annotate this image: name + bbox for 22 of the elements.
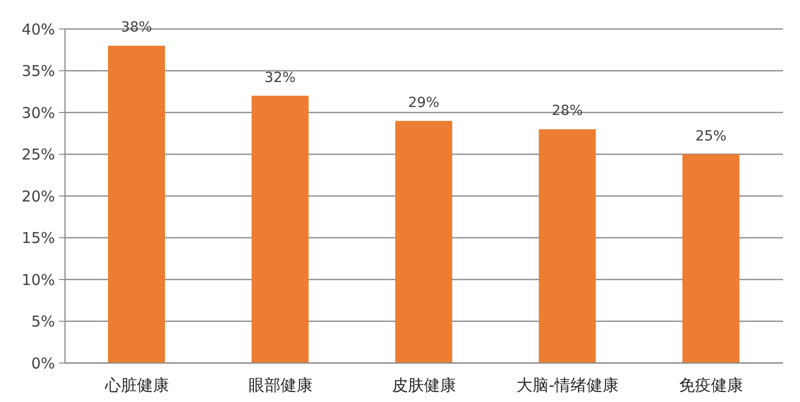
bar (538, 129, 596, 363)
y-tick-label: 20% (22, 187, 55, 206)
y-tick-label: 15% (22, 229, 55, 248)
bar (108, 46, 165, 363)
x-tick-label: 皮肤健康 (392, 375, 456, 394)
y-tick-label: 40% (22, 20, 55, 38)
x-tick-label: 大脑-情绪健康 (516, 375, 618, 394)
x-tick-label: 免疫健康 (679, 375, 744, 394)
x-tick-label: 眼部健康 (248, 375, 312, 394)
data-label: 29% (408, 94, 440, 111)
y-tick-label: 30% (22, 104, 55, 122)
y-tick-label: 10% (22, 270, 55, 289)
y-tick-label: 35% (22, 62, 55, 80)
y-tick-label: 5% (31, 312, 55, 331)
data-label: 32% (264, 70, 296, 86)
x-tick-label: 心脏健康 (104, 375, 169, 394)
y-tick-label: 0% (31, 354, 55, 372)
y-tick-label: 25% (22, 146, 55, 164)
bar (682, 154, 740, 363)
bar (395, 120, 452, 363)
data-label: 25% (695, 128, 726, 144)
bar (252, 96, 309, 363)
